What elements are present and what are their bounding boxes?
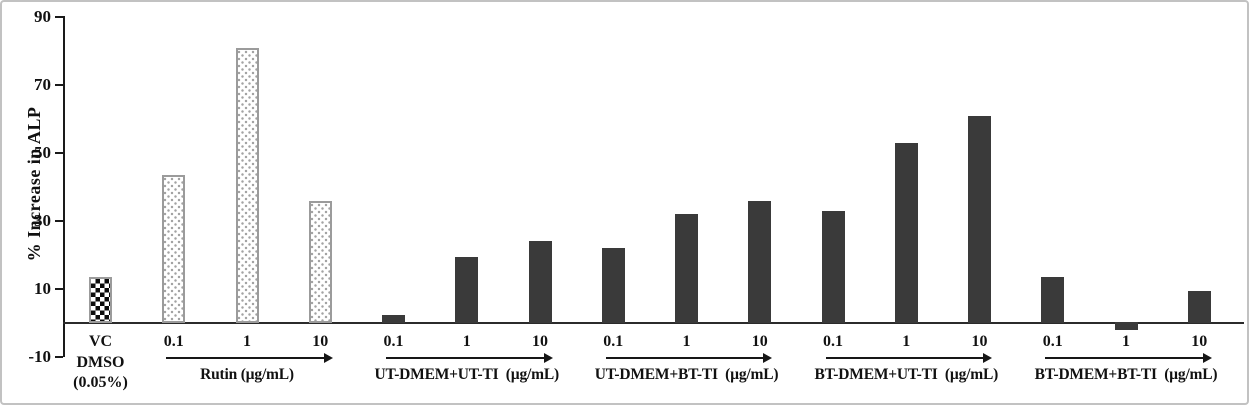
bar [308, 200, 332, 323]
group-arrow-line [605, 357, 764, 359]
y-tick-mark [55, 16, 63, 18]
dose-label: 0.1 [383, 333, 404, 350]
bar [1114, 322, 1138, 331]
dose-label: 0.1 [603, 333, 624, 350]
dose-label: 1 [682, 333, 691, 350]
bar [235, 47, 259, 323]
vc-label-line: (0.05%) [73, 374, 128, 391]
group-arrow-line [386, 357, 544, 359]
group-arrow-line [825, 357, 983, 359]
vc-label-line: VC [88, 333, 113, 350]
group-arrow-head-icon [1202, 353, 1212, 363]
group-label: Rutin (µg/mL) [200, 366, 294, 383]
dose-label: 1 [462, 333, 471, 350]
bar [748, 200, 772, 323]
bar [894, 142, 918, 323]
dose-label: 10 [532, 333, 548, 350]
group-label: UT-DMEM+BT-TI (µg/mL) [594, 366, 779, 383]
dose-label: 0.1 [163, 333, 184, 350]
dose-label: 10 [751, 333, 768, 350]
group-arrow-head-icon [763, 353, 773, 363]
y-tick-label: 90 [34, 7, 51, 26]
dose-label: 10 [312, 333, 329, 350]
y-tick-label: 10 [34, 279, 51, 298]
group-arrow-head-icon [543, 353, 553, 363]
y-tick-label: -10 [28, 347, 51, 366]
group-arrow-line [166, 357, 324, 359]
dose-label: 0.1 [1042, 333, 1063, 350]
y-tick-mark [55, 288, 63, 290]
y-tick-mark [55, 356, 63, 358]
y-tick-label: 50 [34, 143, 51, 162]
bar [1041, 277, 1065, 323]
bar [89, 277, 112, 323]
vc-label-line: DMSO [76, 353, 125, 371]
dose-label: 0.1 [823, 333, 843, 350]
y-tick-mark [55, 220, 63, 222]
group-label: BT-DMEM+UT-TI (µg/mL) [814, 366, 999, 383]
y-tick-mark [55, 152, 63, 154]
bar [528, 241, 552, 323]
group-label: UT-DMEM+UT-TI (µg/mL) [374, 366, 560, 383]
bar [162, 175, 186, 323]
y-tick-label: 30 [34, 211, 51, 230]
bar [601, 248, 625, 323]
y-tick-mark [55, 84, 63, 86]
bar [382, 314, 405, 323]
group-arrow-line [1045, 357, 1203, 359]
y-tick-label: 70 [34, 75, 51, 94]
dose-label: 10 [1191, 333, 1208, 350]
dose-label: 1 [1122, 333, 1130, 350]
bar [1187, 290, 1211, 323]
dose-label: 1 [243, 333, 251, 350]
x-axis-baseline [63, 322, 1244, 324]
bar [968, 115, 991, 323]
dose-label: 1 [902, 333, 911, 350]
bar [675, 214, 698, 323]
bar [821, 210, 845, 323]
y-axis-line [63, 16, 65, 357]
dose-label: 10 [971, 333, 988, 350]
group-arrow-head-icon [323, 353, 333, 363]
bar [455, 256, 479, 323]
group-arrow-head-icon [983, 353, 992, 363]
group-label: BT-DMEM+BT-TI (µg/mL) [1034, 366, 1218, 383]
